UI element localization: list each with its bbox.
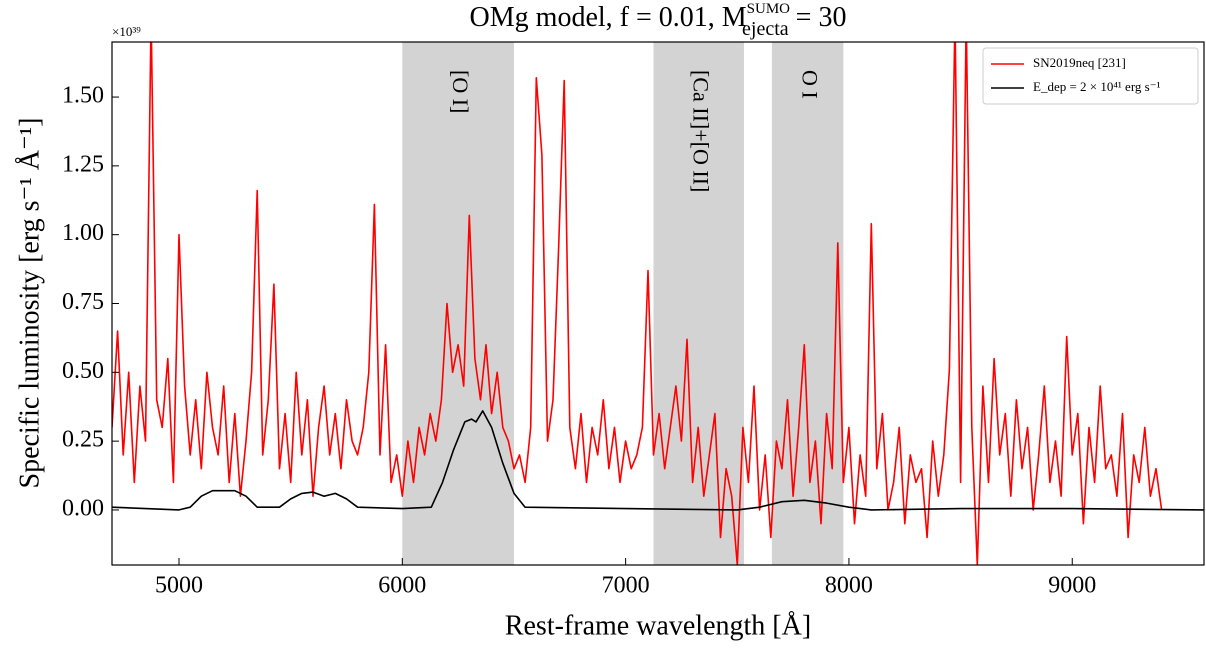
y-tick-label: 0.25 bbox=[62, 427, 104, 453]
legend-frame bbox=[982, 47, 1199, 105]
title-end: = 30 bbox=[789, 2, 847, 33]
x-axis-label: Rest-frame wavelength [Å] bbox=[505, 610, 811, 641]
region-label: [Ca II]+[O II] bbox=[689, 70, 714, 192]
x-tick-label: 7000 bbox=[602, 573, 650, 599]
x-tick-label: 6000 bbox=[378, 573, 426, 599]
x-tick-label: 9000 bbox=[1048, 573, 1096, 599]
legend: SN2019neq [231] E_dep = 2 × 10⁴¹ erg s⁻¹ bbox=[982, 47, 1199, 105]
series-line bbox=[112, 410, 1204, 511]
y-tick-label: 0.75 bbox=[62, 289, 104, 315]
y-axis-label: Specific luminosity [erg s⁻¹ Å⁻¹] bbox=[14, 118, 45, 489]
y-tick-label: 1.00 bbox=[62, 220, 104, 246]
legend-label: E_dep = 2 × 10⁴¹ erg s⁻¹ bbox=[1033, 79, 1161, 94]
shaded-region bbox=[771, 42, 844, 565]
regions: [O I] [Ca II]+[O II] O I bbox=[402, 42, 844, 565]
series-line bbox=[112, 42, 1163, 565]
title-text: OMg model, f = 0.01, M bbox=[470, 2, 747, 33]
x-tick-label: 8000 bbox=[825, 573, 873, 599]
legend-label: SN2019neq [231] bbox=[1033, 55, 1126, 70]
chart-title: OMg model, f = 0.01, MSUMO ejecta = 30 bbox=[470, 1, 847, 39]
region-label: O I bbox=[798, 70, 823, 99]
plot-area bbox=[112, 42, 1204, 565]
title-superscript: SUMO bbox=[747, 1, 791, 17]
y-tick-label: 0.00 bbox=[62, 495, 104, 521]
region-label: [O I] bbox=[448, 70, 473, 113]
y-tick-label: 0.50 bbox=[62, 358, 104, 384]
y-offset-label: ×10³⁹ bbox=[112, 24, 141, 39]
y-tick-label: 1.50 bbox=[62, 83, 104, 109]
y-tick-label: 1.25 bbox=[62, 151, 104, 177]
title-subscript: ejecta bbox=[742, 18, 789, 40]
shaded-region bbox=[402, 42, 514, 565]
shaded-region bbox=[653, 42, 744, 565]
x-tick-label: 5000 bbox=[155, 573, 203, 599]
